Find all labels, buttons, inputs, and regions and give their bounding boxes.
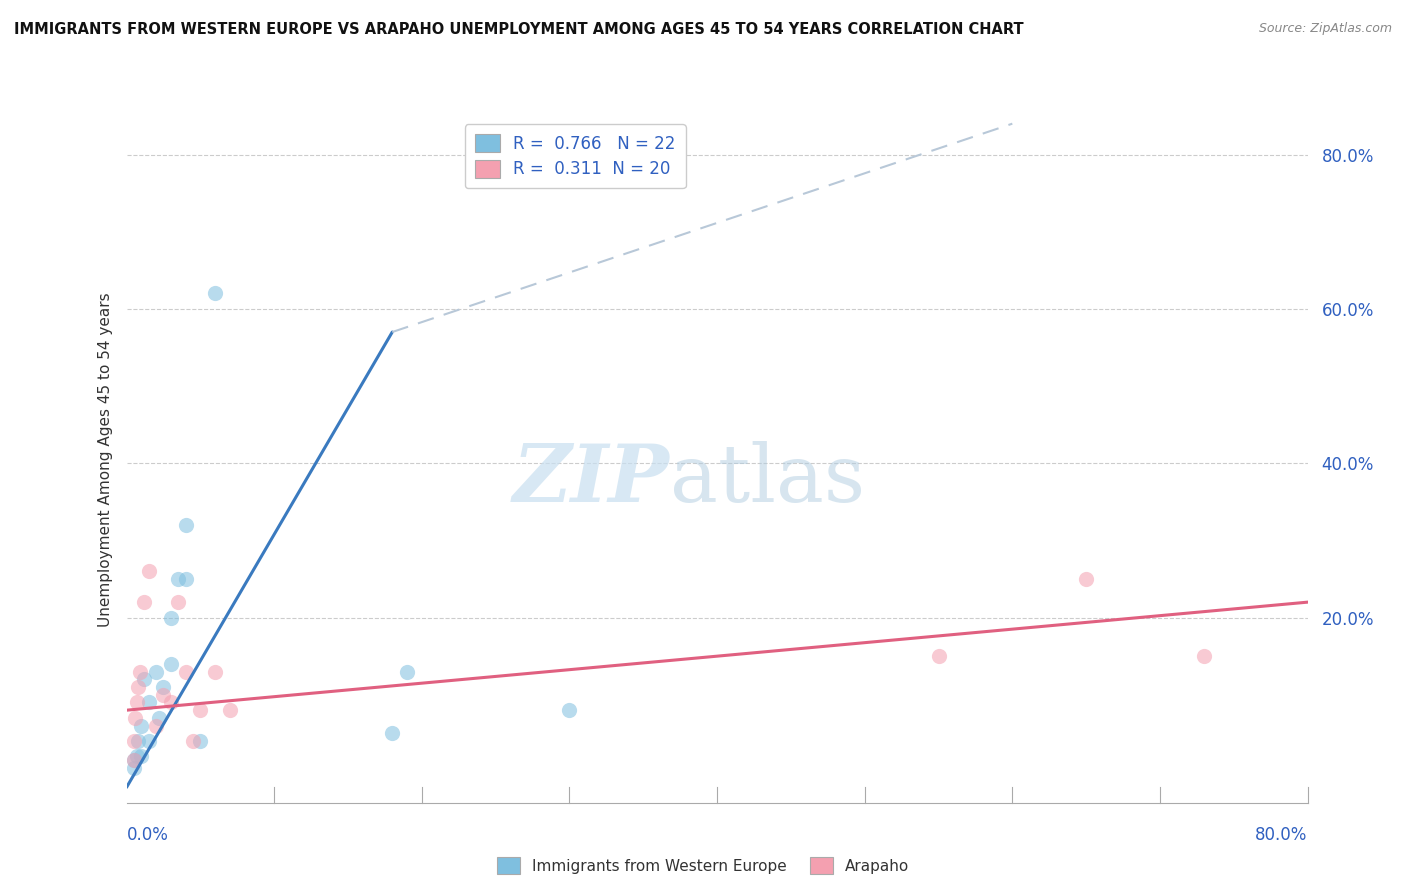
- Point: [129, 749, 153, 764]
- Point: [167, 595, 190, 609]
- Point: [558, 703, 581, 717]
- Point: [145, 665, 167, 679]
- Point: [1076, 572, 1098, 586]
- Point: [134, 595, 156, 609]
- Point: [138, 696, 160, 710]
- Text: 80.0%: 80.0%: [1256, 826, 1308, 844]
- Point: [134, 673, 156, 687]
- Point: [122, 753, 145, 767]
- Point: [204, 665, 226, 679]
- Point: [181, 734, 204, 748]
- Point: [122, 753, 145, 767]
- Point: [396, 665, 419, 679]
- Point: [127, 734, 149, 748]
- Point: [138, 734, 160, 748]
- Point: [148, 711, 170, 725]
- Text: atlas: atlas: [669, 441, 865, 519]
- Point: [122, 761, 145, 775]
- Legend: R =  0.766   N = 22, R =  0.311  N = 20: R = 0.766 N = 22, R = 0.311 N = 20: [465, 124, 686, 188]
- Point: [122, 734, 145, 748]
- Point: [125, 749, 148, 764]
- Text: IMMIGRANTS FROM WESTERN EUROPE VS ARAPAHO UNEMPLOYMENT AMONG AGES 45 TO 54 YEARS: IMMIGRANTS FROM WESTERN EUROPE VS ARAPAH…: [14, 22, 1024, 37]
- Point: [124, 711, 146, 725]
- Point: [125, 696, 148, 710]
- Y-axis label: Unemployment Among Ages 45 to 54 years: Unemployment Among Ages 45 to 54 years: [97, 292, 112, 627]
- Point: [145, 718, 167, 732]
- Point: [219, 703, 242, 717]
- Text: ZIP: ZIP: [513, 442, 669, 519]
- Point: [129, 718, 153, 732]
- Point: [128, 665, 150, 679]
- Point: [152, 680, 174, 694]
- Point: [138, 564, 160, 578]
- Text: 0.0%: 0.0%: [127, 826, 169, 844]
- Point: [159, 696, 183, 710]
- Point: [174, 665, 197, 679]
- Point: [127, 680, 149, 694]
- Point: [159, 657, 183, 671]
- Point: [159, 610, 183, 624]
- Text: Source: ZipAtlas.com: Source: ZipAtlas.com: [1258, 22, 1392, 36]
- Point: [1192, 649, 1215, 664]
- Point: [152, 688, 174, 702]
- Point: [167, 572, 190, 586]
- Point: [174, 518, 197, 533]
- Point: [188, 703, 211, 717]
- Point: [928, 649, 950, 664]
- Legend: Immigrants from Western Europe, Arapaho: Immigrants from Western Europe, Arapaho: [491, 851, 915, 880]
- Point: [381, 726, 404, 740]
- Point: [188, 734, 211, 748]
- Point: [204, 286, 226, 301]
- Point: [174, 572, 197, 586]
